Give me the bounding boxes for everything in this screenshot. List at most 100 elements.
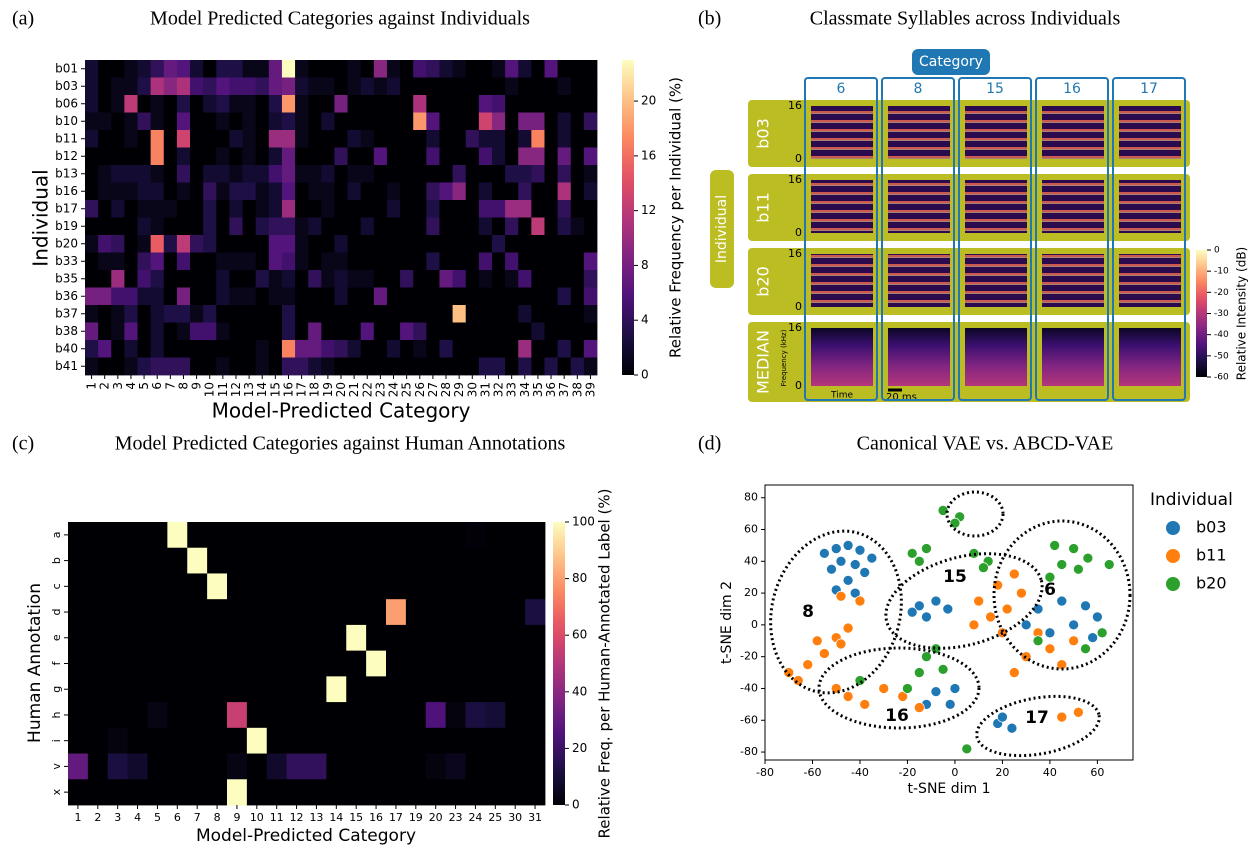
- heatmap-cell: [151, 78, 165, 96]
- heatmap-cell: [108, 625, 128, 651]
- y-tick-label: b12: [55, 149, 78, 163]
- heatmap-cell: [531, 288, 545, 306]
- heatmap-cell: [308, 270, 322, 288]
- heatmap-cell: [584, 113, 598, 131]
- heatmap-cell: [366, 573, 386, 599]
- row-label: b11: [754, 192, 773, 223]
- heatmap-cell: [98, 78, 112, 96]
- colorbar-tick-label: 20: [572, 741, 587, 755]
- heatmap-cell: [227, 676, 247, 702]
- heatmap-cell: [446, 625, 466, 651]
- heatmap-cell: [479, 323, 493, 341]
- heatmap-cell: [334, 288, 348, 306]
- heatmap-cell: [138, 95, 152, 113]
- heatmap-cell: [256, 358, 270, 376]
- x-axis-label: Model-Predicted Category: [212, 399, 471, 423]
- heatmap-cell: [466, 113, 480, 131]
- heatmap-cell: [387, 165, 401, 183]
- point: [819, 648, 829, 658]
- y-tick-label: b37: [55, 306, 78, 320]
- heatmap-cell: [151, 95, 165, 113]
- point: [969, 620, 979, 630]
- x-tick-label: 0: [951, 766, 958, 779]
- heatmap-cell: [485, 779, 505, 805]
- heatmap-cell: [406, 676, 426, 702]
- heatmap-cell: [124, 358, 138, 376]
- heatmap-cell: [190, 270, 204, 288]
- y-tick-label: f: [50, 660, 63, 665]
- heatmap-cell: [128, 625, 148, 651]
- heatmap-cell: [505, 522, 525, 548]
- colorbar: [1196, 250, 1207, 377]
- heatmap-cell: [334, 78, 348, 96]
- heatmap-cell: [269, 78, 283, 96]
- heatmap-cell: [227, 548, 247, 574]
- heatmap-cell: [492, 235, 506, 253]
- heatmap-cell: [505, 235, 519, 253]
- heatmap-cell: [111, 78, 125, 96]
- heatmap-cell: [321, 253, 335, 271]
- heatmap-cell: [426, 200, 440, 218]
- heatmap-cell: [544, 218, 558, 236]
- point: [945, 699, 955, 709]
- heatmap-cell: [544, 60, 558, 78]
- heatmap-cell: [282, 340, 296, 358]
- heatmap-cell: [243, 288, 257, 306]
- heatmap-cell: [426, 218, 440, 236]
- heatmap-cell: [229, 78, 243, 96]
- heatmap-cell: [439, 165, 453, 183]
- heatmap-cell: [243, 60, 257, 78]
- heatmap-cell: [406, 728, 426, 754]
- heatmap-cell: [406, 625, 426, 651]
- point: [907, 607, 917, 617]
- heatmap-cell: [243, 358, 257, 376]
- heatmap-cell: [400, 113, 414, 131]
- heatmap-cell: [98, 235, 112, 253]
- heatmap-cell: [307, 522, 327, 548]
- row-label: b03: [754, 118, 773, 149]
- heatmap-cell: [88, 728, 108, 754]
- heatmap-cell: [108, 779, 128, 805]
- heatmap-cell: [413, 60, 427, 78]
- x-tick-label: 13: [309, 811, 323, 824]
- heatmap-cell: [85, 358, 99, 376]
- heatmap-cell: [558, 340, 572, 358]
- heatmap-cell: [525, 779, 545, 805]
- heatmap-cell: [505, 130, 519, 148]
- colorbar-tick-label: 0: [641, 368, 649, 382]
- heatmap-cell: [426, 183, 440, 201]
- x-tick-label: 25: [488, 811, 502, 824]
- heatmap-cell: [68, 754, 88, 780]
- heatmap-cell: [453, 340, 467, 358]
- heatmap-cell: [164, 218, 178, 236]
- heatmap-cell: [216, 218, 230, 236]
- heatmap-cell: [374, 218, 388, 236]
- point: [855, 596, 865, 606]
- y-tick-label: 40: [744, 554, 758, 567]
- point: [914, 703, 924, 713]
- heatmap-cell: [531, 165, 545, 183]
- heatmap-cell: [187, 702, 207, 728]
- y-tick-label: h: [50, 711, 63, 718]
- y-tick-label: 0: [795, 226, 802, 239]
- point: [1021, 620, 1031, 630]
- heatmap-cell: [426, 270, 440, 288]
- colorbar-tick-label: 80: [572, 571, 587, 585]
- heatmap-cell: [334, 323, 348, 341]
- y-tick-label: x: [50, 788, 63, 795]
- heatmap-cell: [387, 148, 401, 166]
- point: [860, 567, 870, 577]
- heatmap-cell: [88, 651, 108, 677]
- y-axis-label: t-SNE dim 2: [719, 581, 735, 664]
- spectrogram: [1119, 180, 1181, 233]
- point: [931, 596, 941, 606]
- heatmap-cell: [387, 200, 401, 218]
- heatmap-cell: [531, 200, 545, 218]
- colorbar-tick-label: 16: [641, 148, 656, 162]
- heatmap-cell: [177, 288, 191, 306]
- heatmap-cell: [308, 200, 322, 218]
- heatmap-cell: [466, 218, 480, 236]
- heatmap-cell: [544, 270, 558, 288]
- heatmap-cell: [505, 288, 519, 306]
- heatmap-cell: [138, 130, 152, 148]
